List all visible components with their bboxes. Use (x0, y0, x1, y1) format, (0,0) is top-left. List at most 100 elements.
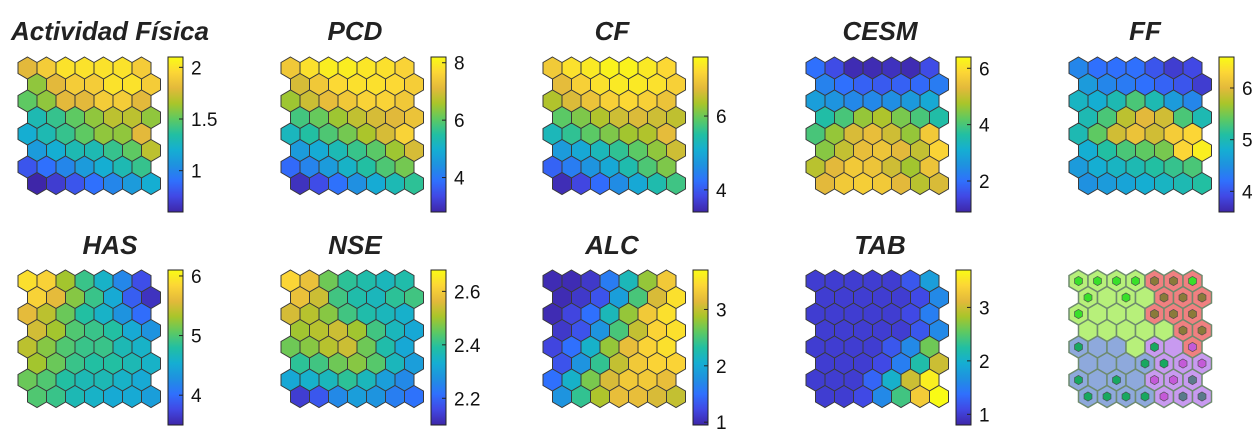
som-hit-marker (1178, 292, 1188, 303)
colorbar-tick-label: 4 (716, 181, 727, 202)
som-hit-marker (1197, 292, 1207, 303)
panel-title: HAS (83, 230, 139, 260)
som-hit-marker (1178, 325, 1188, 336)
som-hit-marker (1197, 358, 1207, 369)
som-hit-marker (1169, 276, 1178, 286)
colorbar (693, 270, 708, 425)
som-hex-cell (552, 171, 572, 196)
som-hit-marker (1074, 309, 1083, 319)
som-hit-marker (1188, 309, 1197, 319)
panel-cesm: CESM 2 4 6 (805, 16, 990, 213)
colorbar-tick-label: 3 (716, 300, 727, 321)
colorbar-tick-label: 1.5 (191, 110, 217, 131)
som-hex-cell (27, 171, 47, 196)
som-hit-marker (1102, 391, 1112, 402)
colorbar-tick-label: 8 (454, 54, 465, 75)
som-hex-cell (815, 384, 835, 409)
colorbar (956, 57, 971, 212)
som-hit-marker (1169, 309, 1178, 319)
som-hit-marker (1197, 325, 1207, 336)
panel-title: Actividad Física (10, 16, 209, 46)
colorbar (168, 270, 183, 425)
colorbar-tick-label: 5 (1242, 131, 1253, 152)
som-hit-marker (1083, 391, 1093, 402)
som-hit-marker (1074, 342, 1083, 352)
som-hex-cell (872, 384, 892, 409)
colorbar-frame (430, 269, 447, 426)
som-hit-marker (1150, 276, 1159, 286)
som-hex-cell (609, 384, 629, 409)
som-hex-cell (1097, 171, 1117, 196)
colorbar-frame (167, 56, 184, 213)
colorbar-tick-label: 1 (716, 413, 727, 434)
som-hex-cell (46, 171, 66, 196)
som-hex-cell (929, 171, 949, 196)
som-hex-cell (141, 384, 161, 409)
som-hit-marker (1188, 276, 1197, 286)
panel-cf: CF 4 6 (542, 16, 727, 213)
som-hex-cell (853, 384, 873, 409)
panel-title: FF (1129, 16, 1162, 46)
som-hex-cell (385, 384, 405, 409)
som-hit-marker (1112, 276, 1121, 286)
som-hex-cell (290, 171, 310, 196)
som-hit-marker (1150, 375, 1159, 385)
colorbar-frame (955, 56, 972, 213)
colorbar-tick-label: 1 (191, 162, 202, 183)
som-hex-cell (647, 171, 667, 196)
som-hex-cell (1135, 171, 1155, 196)
panel-nse: NSE 2.2 2.4 2.6 (280, 230, 481, 426)
colorbar-tick-label: 2 (191, 58, 202, 79)
som-hex-cell (609, 171, 629, 196)
som-hex-cell (647, 384, 667, 409)
colorbar-tick-label: 6 (716, 107, 727, 128)
som-hit-marker (1159, 391, 1169, 402)
som-hex-cell (328, 384, 348, 409)
colorbar-tick-label: 2.6 (454, 282, 480, 303)
som-hit-marker (1159, 292, 1169, 303)
som-hit-marker (1093, 276, 1102, 286)
colorbar-frame (692, 56, 709, 213)
som-hex-cell (404, 384, 424, 409)
colorbar-tick-label: 6 (1242, 79, 1253, 100)
panel-alc: ALC 1 2 3 (542, 230, 727, 434)
som-hex-cell (103, 171, 123, 196)
som-hex-cell (571, 171, 591, 196)
colorbar-frame (955, 269, 972, 426)
colorbar (693, 57, 708, 212)
som-hex-cell (929, 384, 949, 409)
colorbar-tick-label: 6 (191, 267, 202, 288)
som-hex-cell (65, 171, 85, 196)
som-hex-cell (103, 384, 123, 409)
som-hex-cell (1192, 171, 1212, 196)
som-hit-marker (1159, 358, 1169, 369)
colorbar-tick-label: 2 (979, 352, 990, 373)
som-hit-marker (1074, 375, 1083, 385)
panel-actividad-f-sica: Actividad Física 1 1.5 2 (10, 16, 217, 213)
colorbar-frame (1218, 56, 1235, 213)
som-hit-marker (1169, 375, 1178, 385)
som-hex-cell (290, 384, 310, 409)
colorbar (431, 270, 446, 425)
som-hex-cell (122, 171, 142, 196)
som-hex-cell (910, 384, 930, 409)
som-hex-cell (590, 384, 610, 409)
som-hex-cell (834, 171, 854, 196)
som-hex-cell (366, 171, 386, 196)
som-hit-marker (1074, 276, 1083, 286)
som-hex-cell (46, 384, 66, 409)
som-hex-cell (328, 171, 348, 196)
som-hex-cell (347, 384, 367, 409)
som-hex-cell (1116, 171, 1136, 196)
som-hit-marker (1178, 358, 1188, 369)
som-hex-cell (628, 171, 648, 196)
panel-title: ALC (584, 230, 640, 260)
colorbar-tick-label: 4 (191, 386, 202, 407)
som-hex-cell (366, 384, 386, 409)
som-hit-marker (1121, 292, 1131, 303)
som-hit-marker (1131, 276, 1140, 286)
colorbar-tick-label: 4 (1242, 182, 1253, 203)
som-hex-cell (122, 384, 142, 409)
som-hex-cell (891, 171, 911, 196)
som-hex-cell (309, 384, 329, 409)
